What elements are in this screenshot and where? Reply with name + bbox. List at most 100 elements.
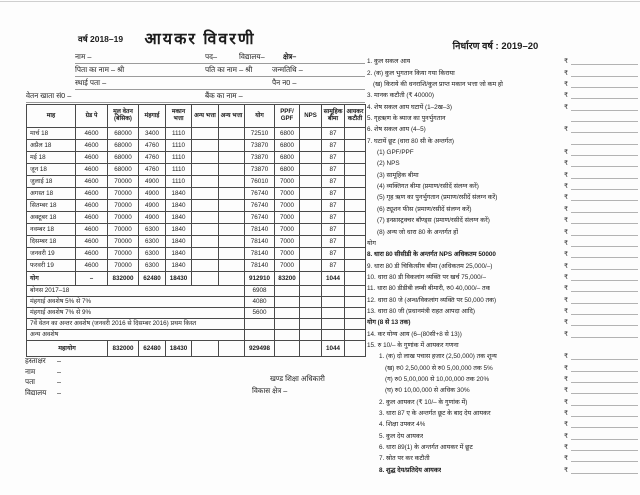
salary-table-header-row: माह ग्रेड पे मूल वेतन (बेसिक) मंहगाई मकान भत… <box>26 104 366 128</box>
value-cell <box>218 247 245 260</box>
total-value-cell: 832000 <box>107 271 139 286</box>
value-cell: 1840 <box>165 211 192 224</box>
amount-fill-line <box>571 227 638 236</box>
right-panel-row: 2. कुल आयकर (₹ 10/– के गुणांक में) ₹ <box>367 394 638 406</box>
amount-field-group: ₹ <box>564 227 638 236</box>
amount-field-group: ₹ <box>564 68 638 77</box>
right-panel-row-label: 5. कुल देय आयकर <box>379 432 424 440</box>
value-cell: 87 <box>321 151 345 164</box>
value-cell <box>191 187 219 200</box>
footer-name-dash: – <box>57 367 61 376</box>
column-header: अन्य भत्ता <box>218 104 245 128</box>
right-panel-row: 4. शेष सकल आय घटायें (1–2ख–3) ₹ <box>367 99 638 111</box>
value-cell: 87 <box>321 223 345 236</box>
right-panel-row: 13. धारा 80 जी (प्रधानमंत्री राहत आपदा आ… <box>367 304 638 315</box>
amount-fill-line <box>571 113 638 123</box>
development-block-label: विकास क्षेत्र – <box>252 386 288 395</box>
rupee-symbol: ₹ <box>564 455 569 463</box>
amount-fill-line <box>571 397 638 406</box>
right-panel-row: 7. स्रोत पर कर कटौती ₹ <box>367 451 638 463</box>
value-cell: 78140 <box>244 235 275 248</box>
salary-total-row: योग –832000 62480 18430 912910 83200 1044 <box>26 271 366 286</box>
dob-field-label: जन्मतिथि – <box>272 65 303 74</box>
amount-fill-line <box>571 408 638 417</box>
amount-field-group: ₹ <box>564 158 638 168</box>
value-cell: 73870 <box>244 151 275 164</box>
empty-cell <box>274 318 300 330</box>
footer-signature-row: हस्ताक्षर – <box>25 356 61 366</box>
rupee-symbol: ₹ <box>564 466 569 474</box>
right-panel-row: 9. धारा 80 डी चिकित्सीय बीमा (अधिकतम 25,… <box>367 258 638 270</box>
value-cell: 70000 <box>107 223 139 236</box>
value-cell: 76740 <box>244 199 275 212</box>
month-cell: अक्टूबर 18 <box>26 211 76 224</box>
right-panel-row-label: 4. शिक्षा उपकर 4% <box>379 421 426 429</box>
value-cell: 4760 <box>138 139 166 152</box>
footer-address-dash: – <box>57 377 61 386</box>
right-panel-row-label: 2. (क) कुल भुगतान किया गया किराया <box>367 69 455 77</box>
rupee-symbol: ₹ <box>564 364 569 372</box>
total-value-cell <box>218 271 245 286</box>
amount-field-group: ₹ <box>564 329 638 338</box>
salary-account-field-label: वेतन खाता सं0 – <box>26 91 72 100</box>
column-header: मकान भत्ता <box>165 104 192 128</box>
value-cell <box>218 187 245 200</box>
column-header: सामूहिक बीमा <box>321 104 345 128</box>
month-cell: जून 18 <box>26 163 76 176</box>
salary-month-row: जनवरी 19 4600 70000 6300 1840 78140 7000 87 <box>26 247 366 260</box>
amount-fill-line <box>571 124 638 134</box>
value-cell <box>218 127 245 140</box>
amount-field-group: ₹ <box>564 124 638 134</box>
value-cell: 73870 <box>244 139 275 152</box>
total-value-cell <box>191 271 219 286</box>
amount-field-group: ₹ <box>564 215 638 225</box>
salary-month-row: जून 18 4600 68000 4760 1110 73870 6800 87 <box>26 163 366 176</box>
amount-fill-line <box>571 90 638 100</box>
right-panel-row-label: 7. स्रोत पर कर कटौती <box>379 455 430 463</box>
value-cell <box>344 187 366 200</box>
total-label-cell: योग <box>26 271 76 286</box>
value-cell: 7000 <box>274 199 300 212</box>
arrear-label-cell: बोनस 2017–18 <box>26 285 245 297</box>
amount-field-group: ₹ <box>564 79 638 89</box>
value-cell: 70000 <box>107 199 139 212</box>
value-cell: 4760 <box>138 163 166 176</box>
salary-month-row: जुलाई 18 4600 70000 4900 1110 76010 7000 87 <box>26 175 366 188</box>
column-header: आयकर कटौती <box>344 104 366 128</box>
amount-fill-line <box>571 306 638 315</box>
amount-fill-line <box>571 317 638 327</box>
value-cell: 4600 <box>75 127 108 140</box>
arrear-label-cell: 7वें वेतन का अन्तर अवशेष (जनवरी 2016 से … <box>26 318 245 330</box>
value-cell: 4600 <box>75 259 108 272</box>
salary-month-row: सितम्बर 18 4600 70000 4900 1840 76740 7000 87 <box>26 199 366 212</box>
value-cell <box>299 247 322 260</box>
right-panel-row-label: 2. कुल आयकर (₹ 10/– के गुणांक में) <box>379 398 468 406</box>
rupee-symbol: ₹ <box>564 58 569 66</box>
value-cell: 6300 <box>138 235 166 248</box>
salary-month-row: दिसम्बर 18 4600 70000 6300 1840 78140 7000 87 <box>26 235 366 248</box>
amount-field-group: ₹ <box>564 170 638 179</box>
value-cell: 7000 <box>274 175 300 188</box>
husband-name-field-label: पति का नाम – श्री <box>205 65 253 74</box>
amount-fill-line <box>571 363 638 372</box>
value-cell <box>299 139 322 152</box>
value-cell: 6300 <box>138 223 166 236</box>
value-cell <box>191 247 219 260</box>
rupee-symbol: ₹ <box>564 183 569 191</box>
address-field-label: स्थाई पता – <box>75 78 107 87</box>
right-panel-row: 8. धारा 80 सीसीडी के अन्तर्गत NPS अधिकतम… <box>367 247 638 259</box>
salary-month-row: फरवरी 19 4600 70000 6300 1840 78140 7000 87 <box>26 259 366 272</box>
right-panel-row: (7) इन्फ्रास्ट्रक्चर बॉण्ड्स (प्रमाण/रसी… <box>367 213 638 225</box>
amount-fill-line <box>571 136 638 145</box>
value-cell <box>218 151 245 164</box>
empty-cell <box>299 307 322 319</box>
amount-field-group: ₹ <box>564 351 638 361</box>
amount-field-group: ₹ <box>564 295 638 304</box>
father-name-field-label: पिता का नाम – श्री <box>75 65 125 74</box>
column-header: PPF/ GPF <box>274 104 300 128</box>
right-panel-row-label: 3. धारा 87 ए के अन्तर्गत छूट के बाद देय … <box>379 410 491 417</box>
value-cell <box>218 175 245 188</box>
month-cell: मार्च 18 <box>26 127 76 140</box>
month-cell: अप्रैल 18 <box>26 139 76 152</box>
value-cell <box>218 235 245 248</box>
